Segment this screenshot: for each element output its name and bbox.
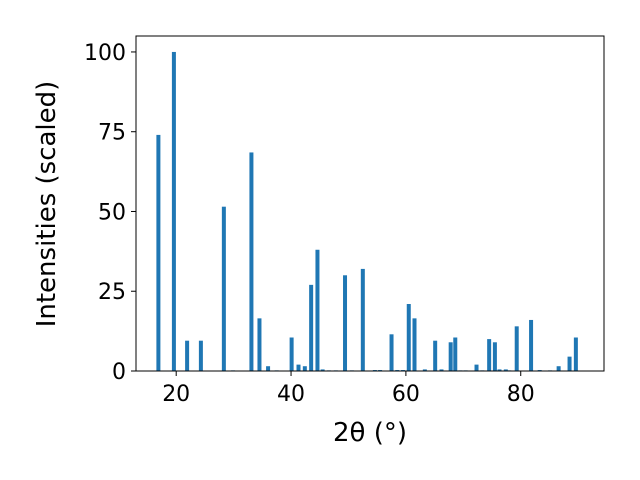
bar [289,337,294,371]
bar [448,342,453,371]
x-tick-label: 20 [162,382,190,407]
y-tick-label: 100 [84,41,126,66]
y-tick-label: 25 [98,280,126,305]
bar [266,366,271,371]
bar [185,340,190,371]
bar [412,318,417,371]
x-axis-ticks: 20 40 60 80 [162,371,535,407]
bar [198,340,203,371]
bar [315,249,320,371]
y-axis-label: Intensities (scaled) [32,81,62,328]
bar [406,304,411,371]
bar [556,366,561,371]
bar [389,334,394,371]
bar [497,369,502,371]
bar [156,134,161,371]
y-tick-label: 75 [98,121,126,146]
bar [302,366,307,371]
bar [171,51,176,371]
bar [343,275,348,371]
bar [573,337,578,371]
bar [474,364,479,371]
bar [320,369,325,371]
bar [221,206,226,371]
bar [503,369,508,371]
bar [249,152,254,371]
bar [296,364,301,371]
y-tick-label: 50 [98,200,126,225]
x-tick-label: 60 [392,382,420,407]
y-axis-ticks: 0 25 50 75 100 [84,41,136,385]
bar [453,337,458,371]
x-tick-label: 40 [277,382,305,407]
bar [309,284,314,371]
bar [567,356,572,371]
plot-frame [135,35,605,372]
bar [492,342,497,371]
bar [487,339,492,371]
bar [433,340,438,371]
x-tick-label: 80 [507,382,535,407]
bar [514,326,519,371]
bar [257,318,262,371]
bar [439,369,444,371]
y-tick-label: 0 [112,360,126,385]
bar [422,369,427,371]
x-axis-label: 2θ (°) [333,418,407,448]
bar [360,268,365,371]
bars-group [156,51,578,371]
bar [529,319,534,371]
